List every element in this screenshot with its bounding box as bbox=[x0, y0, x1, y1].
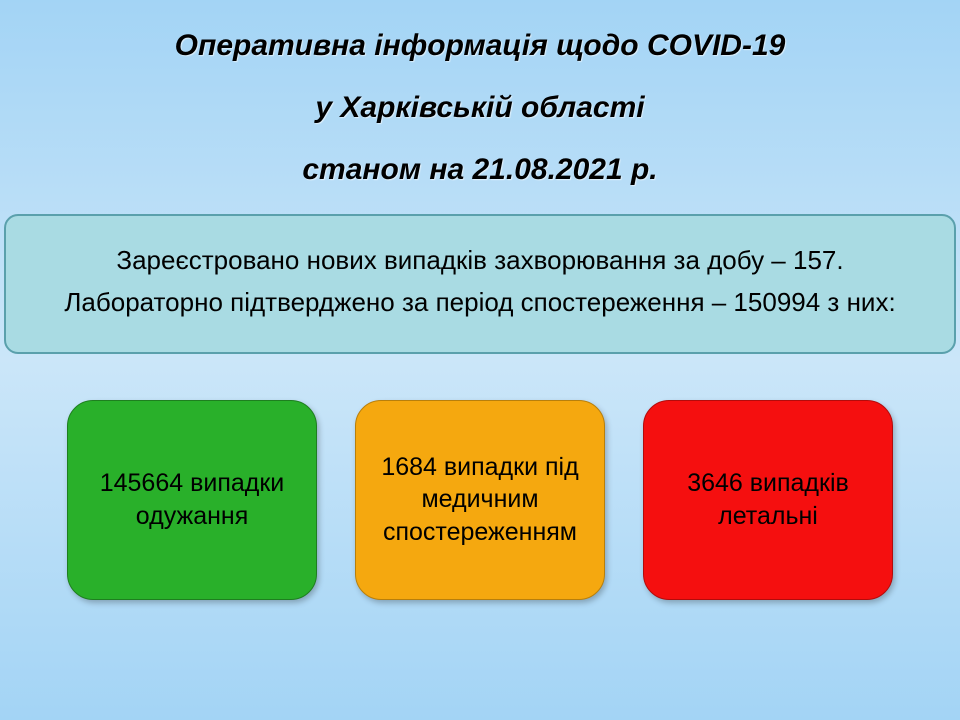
infographic-container: Оперативна інформація щодо COVID-19 у Ха… bbox=[0, 0, 960, 720]
cards-row: 145664 випадки одужання 1684 випадки під… bbox=[0, 400, 960, 600]
card-deaths: 3646 випадків летальні bbox=[643, 400, 893, 600]
title-line-1: Оперативна інформація щодо COVID-19 bbox=[0, 28, 960, 64]
card-under-observation-text: 1684 випадки під медичним спостереженням bbox=[372, 451, 588, 549]
card-recovered: 145664 випадки одужання bbox=[67, 400, 317, 600]
info-panel: Зареєстровано нових випадків захворюванн… bbox=[4, 214, 956, 354]
info-line-confirmed: Лабораторно підтверджено за період спост… bbox=[12, 286, 948, 320]
card-under-observation: 1684 випадки під медичним спостереженням bbox=[355, 400, 605, 600]
card-recovered-text: 145664 випадки одужання bbox=[84, 467, 300, 532]
info-line-new-cases: Зареєстровано нових випадків захворюванн… bbox=[12, 244, 948, 278]
title-block: Оперативна інформація щодо COVID-19 у Ха… bbox=[0, 0, 960, 188]
title-line-2: у Харківській області bbox=[0, 90, 960, 126]
card-deaths-text: 3646 випадків летальні bbox=[660, 467, 876, 532]
title-line-3: станом на 21.08.2021 р. bbox=[0, 152, 960, 188]
